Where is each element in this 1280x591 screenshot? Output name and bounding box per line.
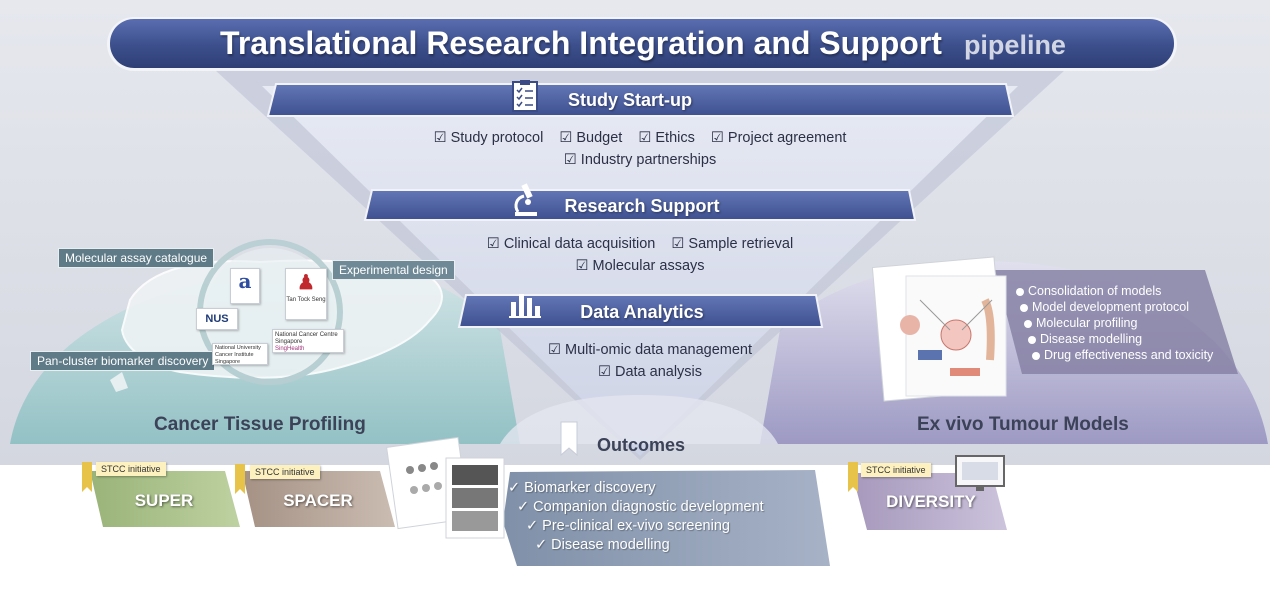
tag-molecular-assay-catalogue: Molecular assay catalogue [58, 248, 215, 268]
stcc-badge-diversity: STCC initiative [861, 463, 931, 477]
tag-experimental-design: Experimental design [332, 260, 455, 280]
microscope-icon [514, 183, 537, 216]
checklist-icon [512, 80, 538, 112]
outcome-preclinical: ✓ Pre-clinical ex-vivo screening [526, 518, 730, 534]
stage-study-startup-items: ☑ Study protocol ☑ Budget ☑ Ethics ☑ Pro… [340, 130, 940, 146]
item-data-analysis: ☑ Data analysis [597, 364, 703, 380]
initiative-spacer: SPACER [283, 491, 353, 510]
ncis-logo: National University Cancer Institute Sin… [212, 343, 268, 365]
initiative-diversity: DIVERSITY [886, 492, 976, 511]
item-multiomic: ☑ Multi-omic data management [548, 342, 752, 358]
item-clinical-data: ☑ Clinical data acquisition [486, 236, 656, 252]
outcome-biomarker: ✓ Biomarker discovery [508, 480, 656, 496]
stage-research-support-items: ☑ Clinical data acquisition ☑ Sample ret… [390, 236, 890, 252]
bullet-item: Consolidation of models [1016, 283, 1161, 299]
item-sample-retrieval: ☑ Sample retrieval [671, 236, 794, 252]
tag-pan-cluster-biomarker: Pan-cluster biomarker discovery [30, 351, 216, 371]
monitor-icon [955, 455, 1005, 491]
astar-logo: a [230, 268, 260, 304]
stcc-badge-spacer: STCC initiative [250, 465, 320, 479]
ex-vivo-bullets: Consolidation of models Model developmen… [1000, 280, 1240, 370]
tan-tock-seng-logo: ♟ Tan Tock Seng [285, 268, 327, 320]
outcomes-label: Outcomes [597, 435, 686, 455]
page-title: Translational Research Integration and S… [118, 20, 1168, 66]
nccs-logo: National Cancer Centre Singapore SingHea… [272, 329, 344, 353]
item-industry-partnerships: ☑ Industry partnerships [563, 152, 717, 168]
bar-chart-icon [509, 294, 541, 318]
stage-study-startup-items-2: ☑ Industry partnerships [340, 152, 940, 168]
bullet-item: Drug effectiveness and toxicity [1032, 347, 1213, 363]
stage-study-startup-label: Study Start-up [568, 90, 692, 110]
title-suffix: pipeline [963, 30, 1066, 60]
title-main: Translational Research Integration and S… [220, 25, 942, 61]
nus-logo: NUS [196, 308, 238, 330]
item-project-agreement: ☑ Project agreement [710, 130, 847, 146]
bookmark-icon [82, 421, 858, 494]
item-study-protocol: ☑ Study protocol [433, 130, 544, 146]
item-molecular-assays: ☑ Molecular assays [575, 258, 705, 274]
bullet-item: Molecular profiling [1024, 315, 1137, 331]
publication-thumbnails [386, 436, 505, 539]
ex-vivo-tumour-models-title: Ex vivo Tumour Models [917, 414, 1129, 435]
stcc-badge-super: STCC initiative [96, 462, 166, 476]
stage-research-support-items-2: ☑ Molecular assays [390, 258, 890, 274]
stage-data-analytics-label: Data Analytics [580, 302, 704, 322]
outcome-companion-diagnostic: ✓ Companion diagnostic development [517, 499, 764, 515]
tumour-model-illustration [871, 256, 1007, 402]
stage-research-support-label: Research Support [564, 196, 720, 216]
bullet-item: Disease modelling [1028, 331, 1142, 347]
stage-data-analytics-items-2: ☑ Data analysis [450, 364, 850, 380]
cancer-tissue-profiling-title: Cancer Tissue Profiling [154, 414, 366, 435]
initiative-super: SUPER [134, 491, 194, 510]
item-budget: ☑ Budget [559, 130, 623, 146]
bullet-item: Model development protocol [1020, 299, 1189, 315]
outcome-disease-modelling: ✓ Disease modelling [535, 537, 670, 553]
stage-data-analytics-items: ☑ Multi-omic data management [450, 342, 850, 358]
item-ethics: ☑ Ethics [638, 130, 695, 146]
